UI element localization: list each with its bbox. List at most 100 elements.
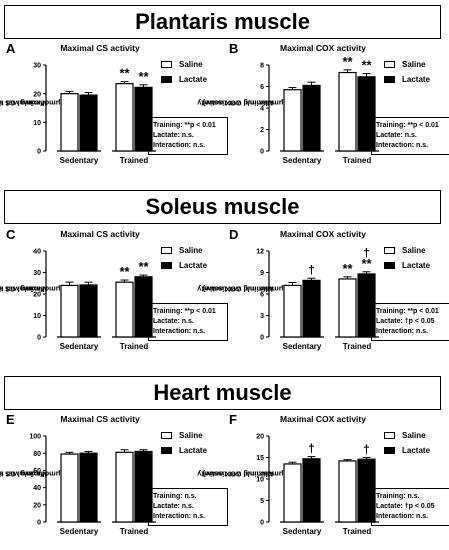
bar-lactate: [79, 284, 98, 338]
bar-saline: [338, 278, 357, 338]
stat-lactate: Lactate: n.s.: [153, 318, 194, 325]
legend-swatch-saline: [384, 247, 395, 254]
bar-lactate: [134, 276, 153, 338]
stat-training: Training: n.s.: [376, 493, 420, 500]
dagger-annotation: †: [363, 443, 370, 457]
bar-lactate: [302, 84, 321, 152]
bar-lactate: [134, 86, 153, 152]
y-tick-label: 8: [260, 63, 264, 70]
panel-title: Maximal COX activity: [280, 229, 366, 239]
bar-saline: [60, 93, 79, 152]
legend-label-lactate: Lactate: [402, 75, 431, 84]
y-tick-label: 40: [33, 485, 41, 492]
panel-letter: C: [6, 227, 16, 242]
y-tick-label: 0: [260, 149, 264, 156]
significance-annotation: **: [342, 261, 353, 276]
stat-interaction: Interaction: n.s.: [153, 328, 206, 335]
x-tick-label: Sedentary: [60, 342, 99, 351]
bar-lactate: [134, 450, 153, 523]
panel-letter: D: [229, 227, 239, 242]
y-tick-label: 3: [260, 313, 264, 320]
legend-swatch-saline: [161, 247, 172, 254]
y-tick-label: 0: [260, 335, 264, 342]
panel-title: Maximal COX activity: [280, 43, 366, 53]
x-tick-label: Sedentary: [60, 156, 99, 165]
panel-b: B Maximal COX activity Maximal COX activ…: [198, 41, 449, 179]
panel-c: C Maximal CS activity Maximal CS activit…: [0, 227, 228, 365]
stat-training: Training: **p < 0.01: [153, 308, 216, 315]
y-tick-label: 15: [256, 455, 264, 462]
stats-box: Training: **p < 0.01 Lactate: †p < 0.05 …: [371, 303, 449, 341]
panel-e: E Maximal CS activity Maximal CS activit…: [0, 412, 228, 550]
significance-annotation: **: [361, 58, 372, 73]
x-tick-label: Trained: [120, 156, 149, 165]
stat-interaction: Interaction: n.s.: [376, 328, 429, 335]
panel-letter: A: [6, 41, 16, 56]
bar-saline: [115, 281, 134, 338]
panel-d: D Maximal COX activity Maximal COX activ…: [198, 227, 449, 365]
x-tick-label: Trained: [343, 527, 372, 536]
stat-lactate: Lactate: n.s.: [376, 132, 417, 139]
x-tick-label: Sedentary: [283, 156, 322, 165]
stat-training: Training: **p < 0.01: [153, 122, 216, 129]
panel-f: F Maximal COX activity Maximal COX activ…: [198, 412, 449, 550]
stat-training: Training: n.s.: [153, 493, 197, 500]
stat-interaction: Interaction: n.s.: [376, 513, 429, 520]
x-tick-label: Sedentary: [283, 527, 322, 536]
legend-swatch-saline: [384, 61, 395, 68]
legend-label-lactate: Lactate: [402, 446, 431, 455]
stats-box: Training: **p < 0.01 Lactate: n.s. Inter…: [371, 117, 449, 155]
x-tick-label: Trained: [343, 156, 372, 165]
y-tick-label: 30: [33, 270, 41, 277]
stats-box: Training: n.s. Lactate: †p < 0.05 Intera…: [371, 488, 449, 526]
stats-box: Training: **p < 0.01 Lactate: n.s. Inter…: [148, 303, 228, 341]
legend-swatch-lactate: [384, 76, 395, 83]
y-tick-label: 10: [256, 477, 264, 484]
y-tick-label: 30: [33, 63, 41, 70]
legend-swatch-lactate: [384, 447, 395, 454]
legend-label-saline: Saline: [179, 246, 203, 255]
dagger-annotation: †: [308, 263, 315, 277]
y-tick-label: 5: [260, 498, 264, 505]
bar-saline: [115, 83, 134, 152]
stat-training: Training: **p < 0.01: [376, 308, 439, 315]
legend-swatch-saline: [161, 432, 172, 439]
y-tick-label: 20: [256, 434, 264, 441]
significance-annotation: **: [138, 259, 149, 274]
stat-lactate: Lactate: n.s.: [153, 132, 194, 139]
stat-lactate: Lactate: †p < 0.05: [376, 503, 435, 510]
panel-title: Maximal CS activity: [60, 229, 140, 239]
significance-annotation: **: [119, 264, 130, 279]
bar-lactate: [302, 458, 321, 523]
stat-interaction: Interaction: n.s.: [153, 513, 206, 520]
legend: Saline Lactate: [384, 243, 430, 273]
legend-swatch-saline: [384, 432, 395, 439]
bar-saline: [283, 284, 302, 338]
dagger-annotation: †: [363, 246, 370, 260]
legend-label-saline: Saline: [179, 60, 203, 69]
y-tick-label: 4: [260, 106, 264, 113]
bar-saline: [338, 71, 357, 152]
panel-title: Maximal CS activity: [60, 414, 140, 424]
legend-label-saline: Saline: [402, 246, 426, 255]
x-tick-label: Trained: [120, 342, 149, 351]
y-tick-label: 10: [33, 120, 41, 127]
bar-saline: [60, 284, 79, 338]
y-tick-label: 9: [260, 270, 264, 277]
legend-swatch-lactate: [161, 76, 172, 83]
banner-heart: Heart muscle: [4, 376, 441, 410]
bar-saline: [283, 463, 302, 523]
legend-label-lactate: Lactate: [179, 261, 208, 270]
bar-lactate: [357, 458, 376, 523]
stats-box: Training: n.s. Lactate: n.s. Interaction…: [148, 488, 228, 526]
x-tick-label: Trained: [120, 527, 149, 536]
banner-plantaris: Plantaris muscle: [4, 5, 441, 39]
legend-label-saline: Saline: [402, 431, 426, 440]
x-tick-label: Sedentary: [283, 342, 322, 351]
significance-annotation: **: [119, 66, 130, 81]
y-tick-label: 0: [37, 520, 41, 527]
stats-box: Training: **p < 0.01 Lactate: n.s. Inter…: [148, 117, 228, 155]
y-tick-label: 2: [260, 127, 264, 134]
stat-lactate: Lactate: n.s.: [153, 503, 194, 510]
stat-interaction: Interaction: n.s.: [153, 142, 206, 149]
